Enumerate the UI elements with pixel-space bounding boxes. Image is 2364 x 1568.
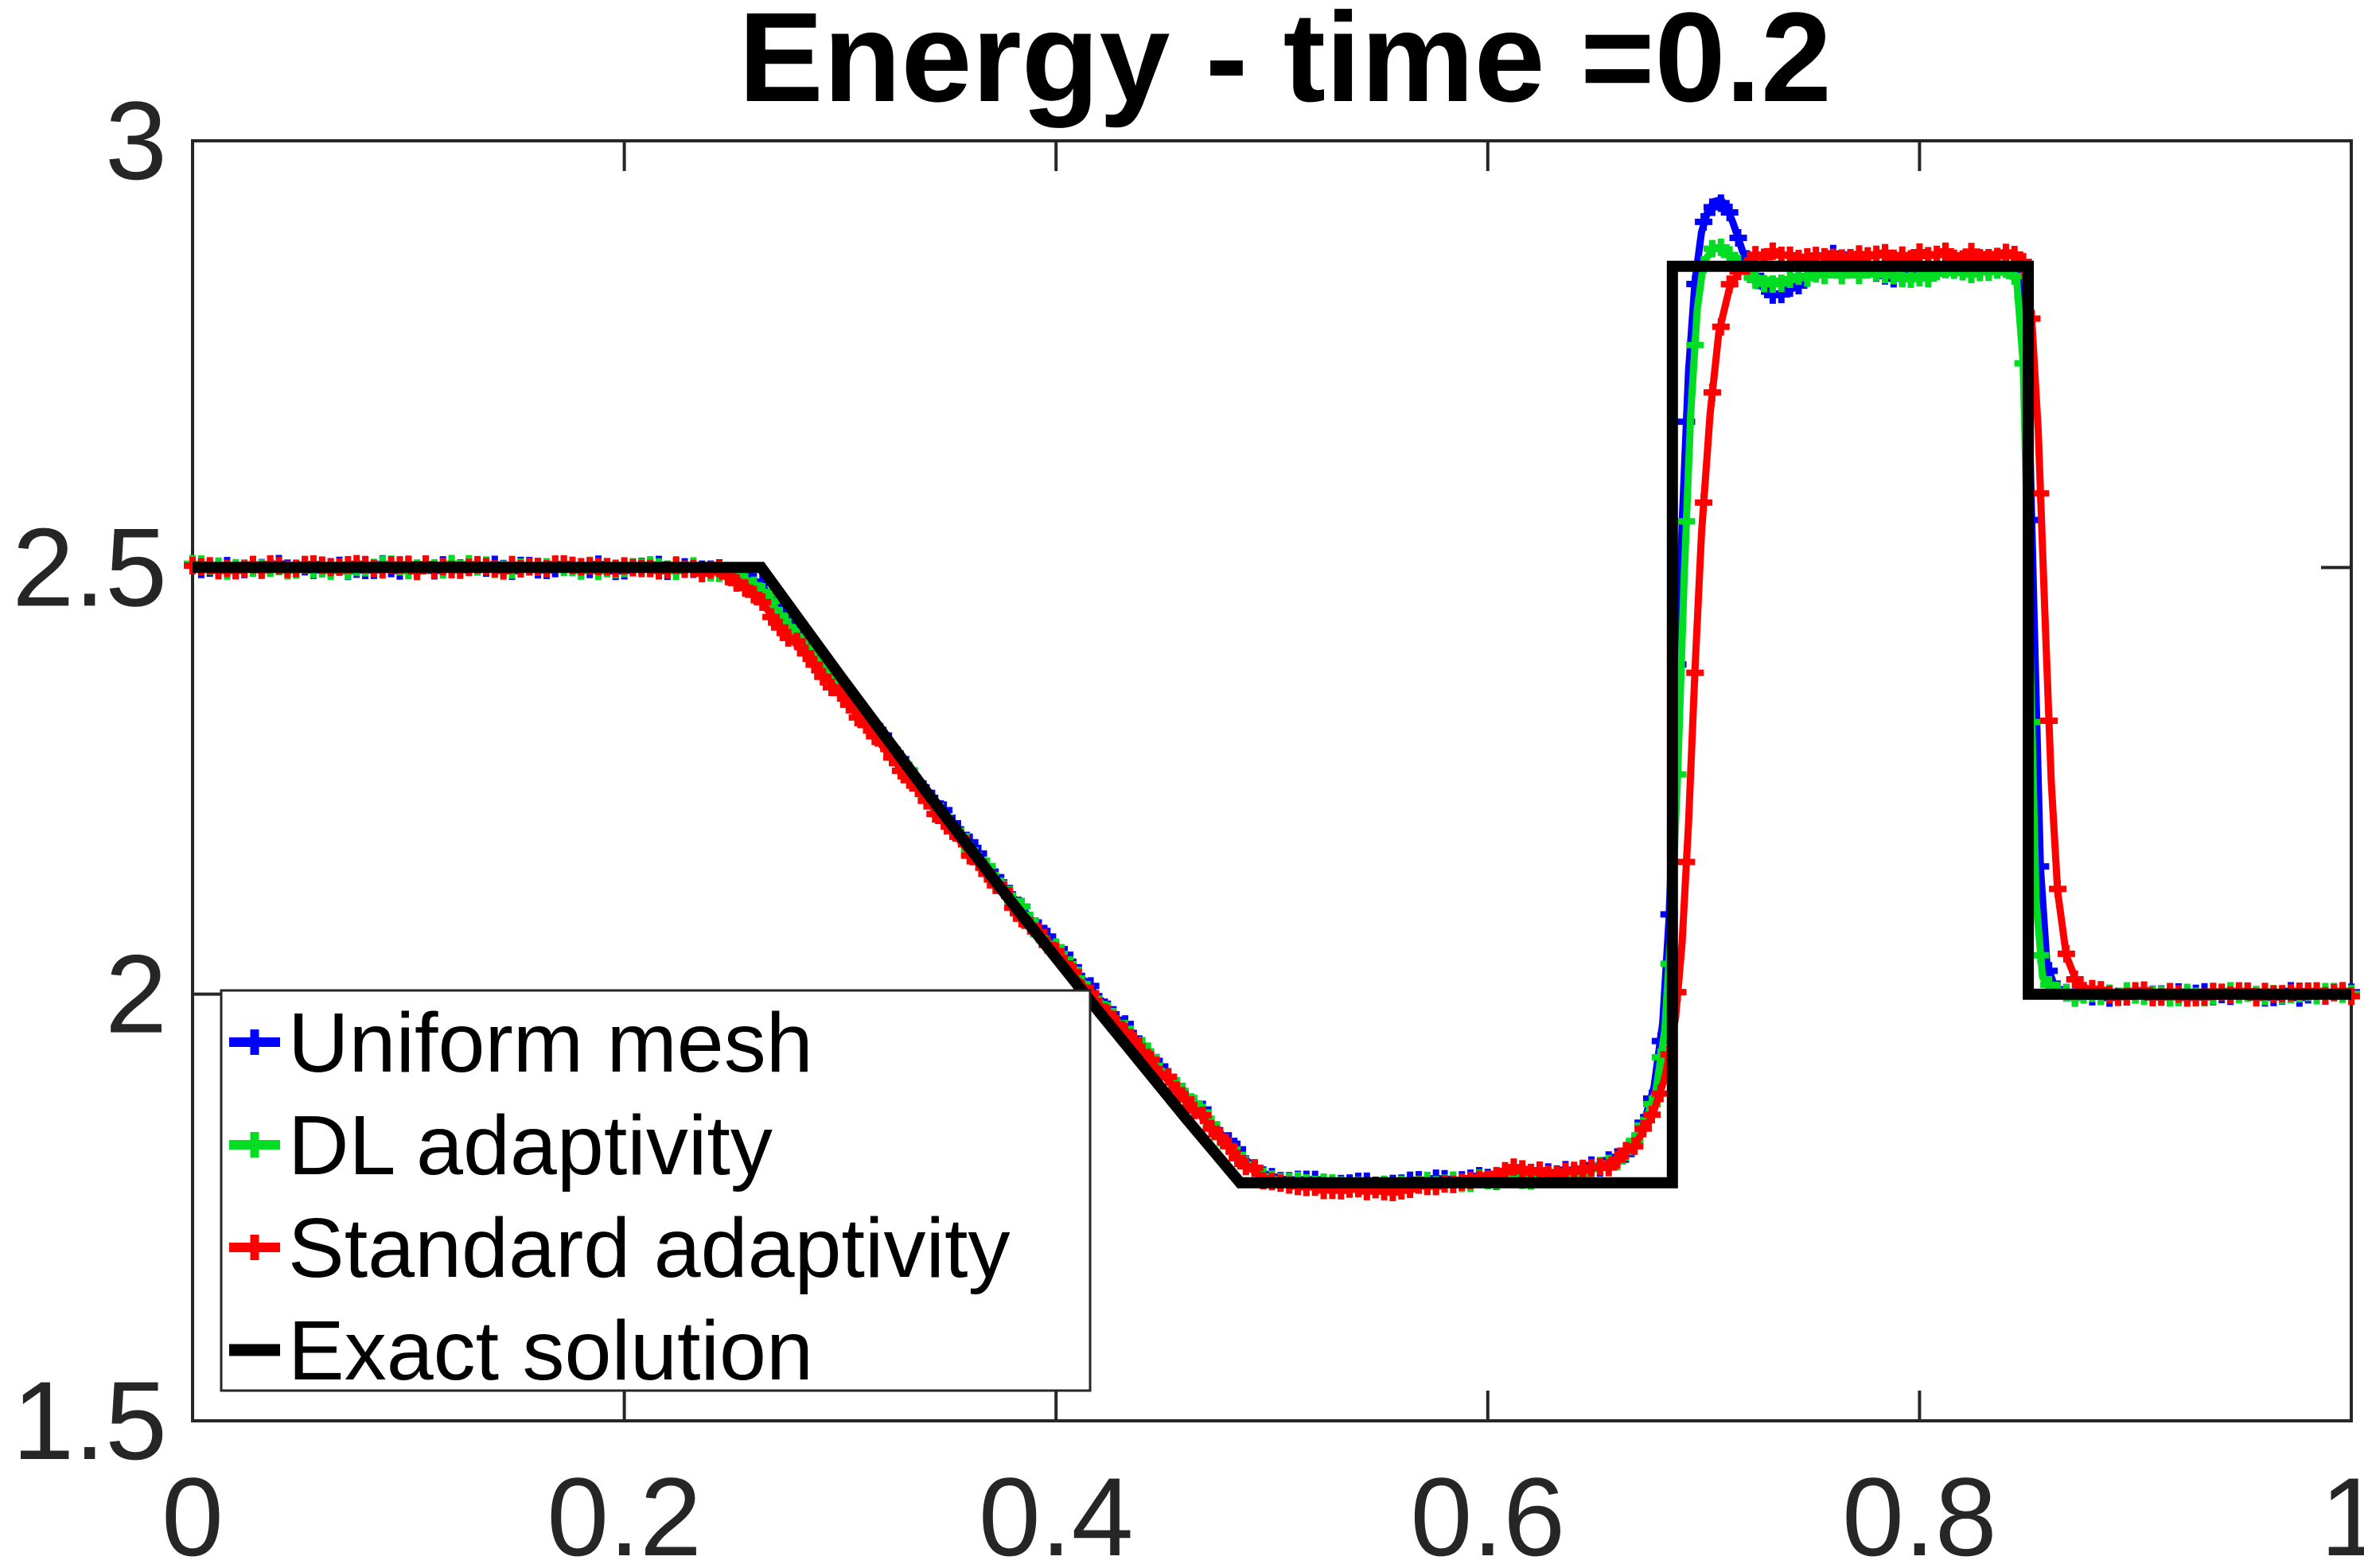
x-tick-label: 0.6 (1410, 1454, 1565, 1568)
plus-marker-icon (242, 1029, 267, 1055)
legend-label: DL adaptivity (288, 1099, 773, 1193)
legend-box (220, 989, 1092, 1392)
legend-item: DL adaptivity (229, 1099, 773, 1193)
x-tick-label: 0.2 (547, 1454, 702, 1568)
series-exact-solution (193, 260, 2351, 1189)
chart-title: Energy - time =0.2 (738, 0, 1832, 128)
legend-item: Standard adaptivity (229, 1201, 1010, 1295)
series-line-exact-solution (193, 260, 2351, 1189)
y-tick-label: 2.5 (12, 504, 167, 629)
x-tick-label: 0 (162, 1454, 224, 1568)
x-tick-label: 0.4 (979, 1454, 1134, 1568)
legend-item: Exact solution (229, 1304, 813, 1398)
y-tick-label: 3 (105, 78, 167, 203)
legend-label: Standard adaptivity (288, 1201, 1010, 1295)
y-tick-label: 2 (105, 932, 167, 1056)
series-layer (184, 194, 2360, 1201)
plus-marker-icon (242, 1132, 267, 1158)
legend-label: Exact solution (288, 1304, 813, 1398)
x-tick-label: 1 (2320, 1454, 2364, 1568)
legend-label: Uniform mesh (288, 996, 813, 1090)
legend-item: Uniform mesh (229, 996, 813, 1090)
plus-marker-icon (242, 1235, 267, 1260)
x-tick-label: 0.8 (1842, 1454, 1997, 1568)
y-tick-label: 1.5 (12, 1358, 167, 1483)
